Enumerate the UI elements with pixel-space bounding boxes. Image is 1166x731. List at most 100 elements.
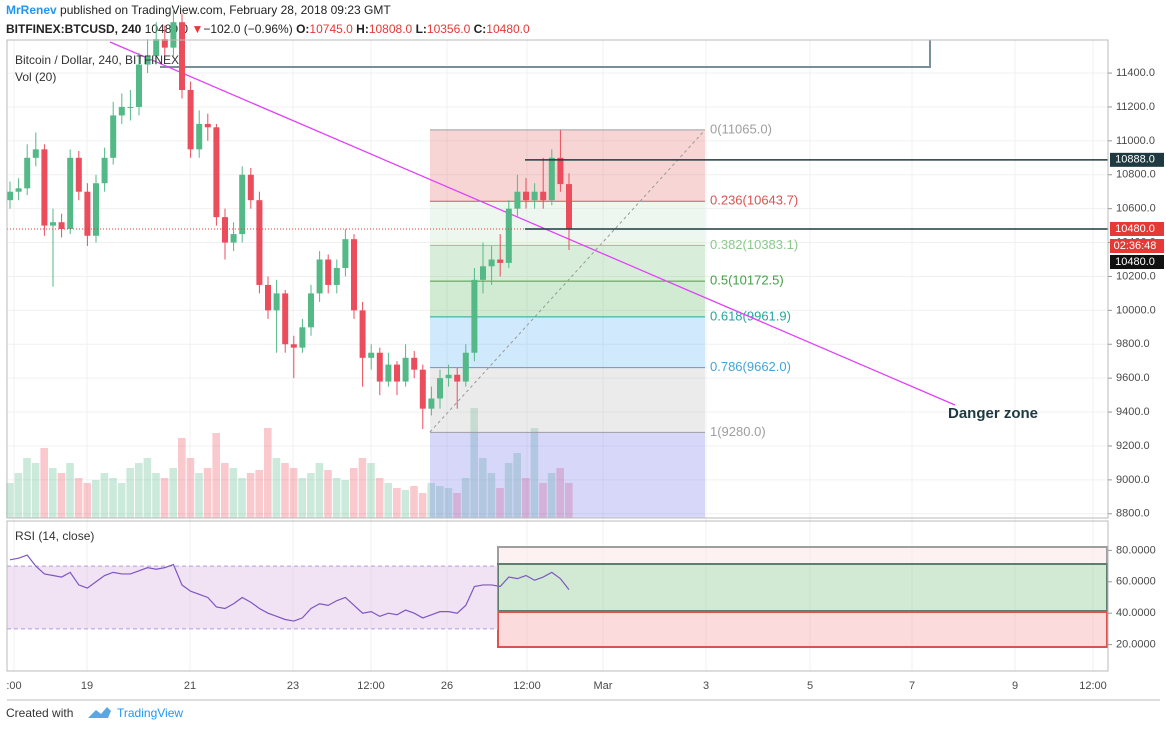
candle-body <box>127 106 134 108</box>
volume-bar <box>289 468 298 518</box>
fib-zone <box>430 432 705 518</box>
volume-bar <box>178 438 186 518</box>
volume-bar <box>212 433 220 518</box>
arrow: ▼ <box>191 22 203 36</box>
rectangle-drawing <box>160 40 931 68</box>
volume-bar <box>487 473 496 518</box>
volume-bar <box>401 490 410 518</box>
fib-label: 0(11065.0) <box>710 121 772 136</box>
candle-body <box>454 374 461 382</box>
main-pane-border <box>6 39 1109 519</box>
rsi-rect-mid <box>497 563 1108 612</box>
candle-body <box>385 364 392 382</box>
rsi-title: RSI (14, close) <box>15 529 94 543</box>
volume-bar <box>358 458 367 518</box>
candle-body <box>7 191 13 201</box>
volume-bar <box>74 478 83 518</box>
volume-bar <box>367 463 375 518</box>
volume-bar <box>444 488 453 518</box>
candle-body <box>58 222 65 229</box>
candle-body <box>161 39 168 48</box>
volume-bar <box>298 478 306 518</box>
volume-bar <box>203 468 212 518</box>
volume-bar <box>255 470 263 518</box>
x-tick-label: 5 <box>807 680 813 692</box>
volume-bar <box>152 473 160 518</box>
y-tick-label: 9800.0 <box>1116 338 1150 350</box>
volume-bar <box>307 473 315 518</box>
y-tick-label: 10600.0 <box>1116 203 1156 215</box>
price-badge <box>1110 238 1164 253</box>
candle-body <box>84 191 91 236</box>
candle-body <box>32 149 39 158</box>
y-tick-label: 8800.0 <box>1116 508 1150 520</box>
volume-bar <box>436 486 444 518</box>
rsi-line <box>9 554 570 622</box>
candle-body <box>342 239 349 268</box>
volume-bar <box>479 458 487 518</box>
y-tick-label: 9400.0 <box>1116 406 1150 418</box>
candle-body <box>213 127 220 218</box>
candle-body <box>428 398 435 409</box>
volume-bar <box>324 470 332 518</box>
rsi-pane-border <box>6 520 1109 672</box>
pane-title: Bitcoin / Dollar, 240, BITFINEX <box>15 53 179 67</box>
candle-body <box>566 184 572 229</box>
candle-body <box>316 259 323 294</box>
volume-bar <box>496 488 504 518</box>
fib-zone <box>430 367 705 433</box>
rsi-tick-label: 20.0000 <box>1116 639 1156 651</box>
l: 10356.0 <box>427 22 471 36</box>
h-label: H: <box>356 22 369 36</box>
candle-body <box>376 352 383 382</box>
candle-body <box>471 279 478 353</box>
x-tick-label: 19 <box>81 680 93 692</box>
h: 10808.0 <box>369 22 413 36</box>
fib-label: 0.5(10172.5) <box>710 273 784 288</box>
volume-bar <box>221 463 229 518</box>
volume-bar <box>246 473 255 518</box>
o-label: O: <box>296 22 309 36</box>
price-badge <box>1110 254 1164 269</box>
fib-label: 1(9280.0) <box>710 424 766 439</box>
candle-body <box>273 293 280 311</box>
x-tick-label: 23 <box>287 680 299 692</box>
c: 10480.0 <box>486 22 530 36</box>
volume-bar <box>315 463 324 518</box>
candle-body <box>411 357 418 370</box>
candle-body <box>222 217 228 243</box>
candle-body <box>462 352 469 382</box>
volume-bar <box>272 458 281 518</box>
volume-bar <box>281 463 289 518</box>
y-tick-label: 11000.0 <box>1116 135 1155 147</box>
fib-trend <box>429 129 706 433</box>
volume-bar <box>332 478 341 518</box>
fib-zone <box>430 316 705 368</box>
volume-bar <box>418 493 427 518</box>
candles <box>7 8 1108 430</box>
change: −102.0 (−0.96%) <box>203 22 292 36</box>
y-tick-label: 10200.0 <box>1116 270 1156 282</box>
rsi-rect-low <box>497 611 1108 648</box>
x-tick-label: 7 <box>909 680 915 692</box>
price-badge-label: 10480.0 <box>1115 223 1155 235</box>
fib-label: 0.618(9961.9) <box>710 308 791 323</box>
price-badge <box>1110 152 1164 167</box>
price-badge-label: 10480.0 <box>1115 256 1155 268</box>
volume-bar <box>229 468 238 518</box>
candle-body <box>93 183 99 236</box>
volume-bar <box>40 448 48 518</box>
y-tick-label: 9200.0 <box>1116 440 1150 452</box>
volume-bar <box>49 468 57 518</box>
author[interactable]: MrRenev <box>6 3 57 17</box>
candle-body <box>256 200 263 285</box>
volume-bar <box>530 428 539 518</box>
volume-bar <box>92 480 100 518</box>
footer-brand[interactable]: TradingView <box>117 706 183 720</box>
fib-zone <box>430 281 705 317</box>
candle-body <box>170 22 177 48</box>
candle-body <box>101 157 108 184</box>
volume-bar <box>522 478 530 518</box>
vol-label: Vol (20) <box>15 70 56 84</box>
